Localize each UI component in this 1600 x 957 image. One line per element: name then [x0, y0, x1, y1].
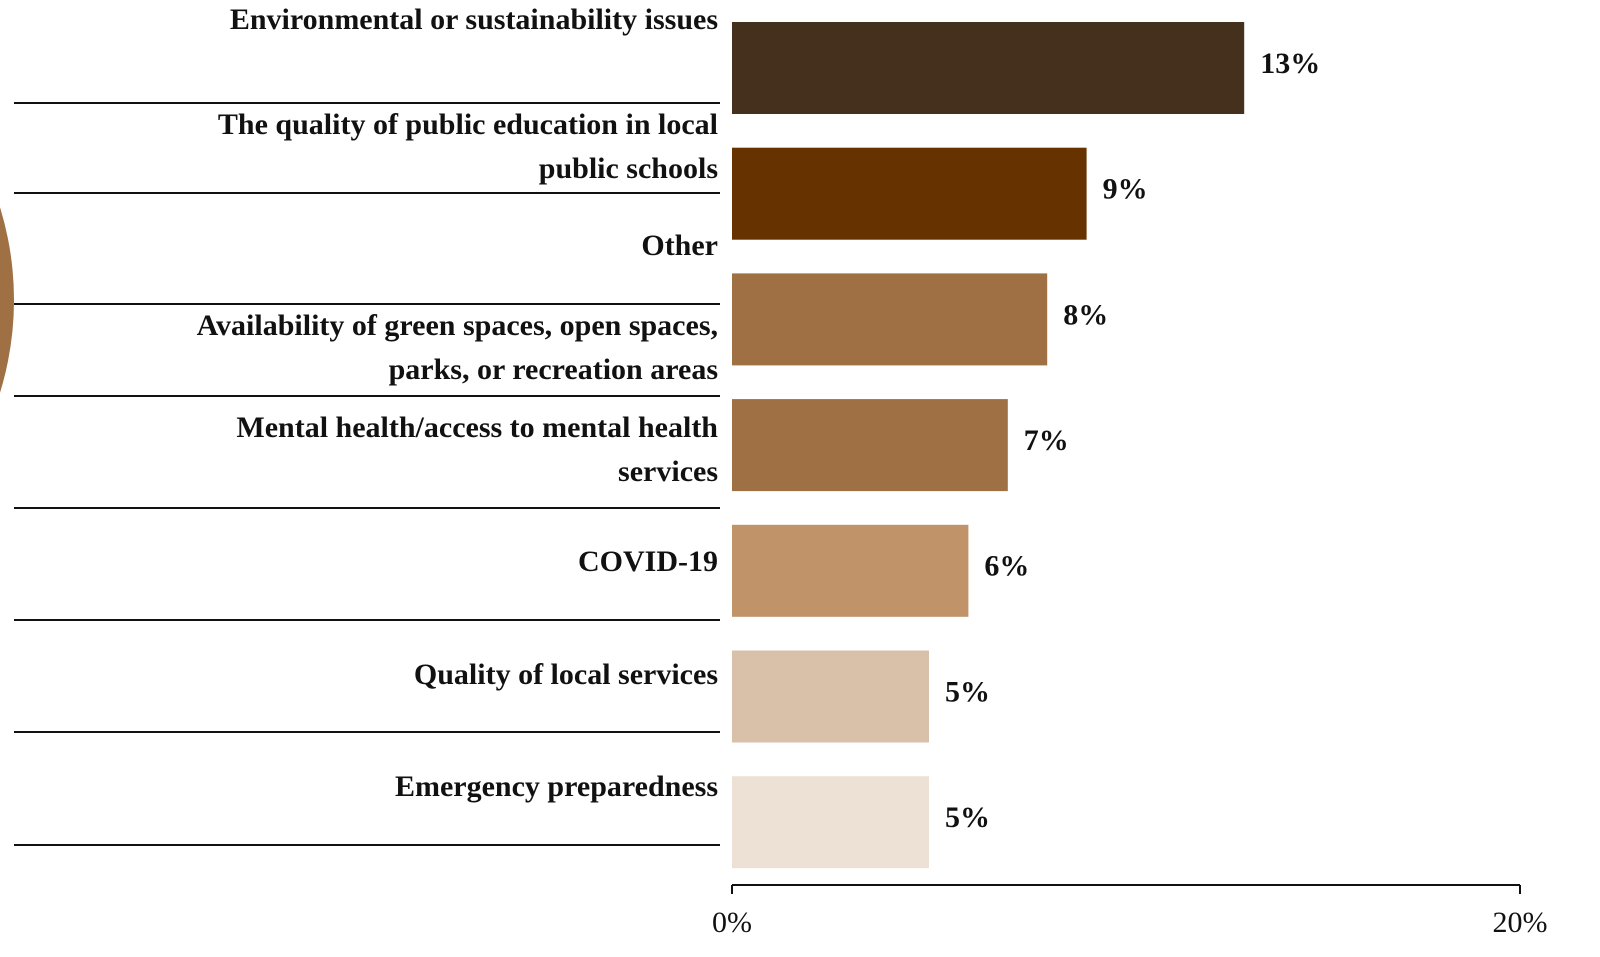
value-label: 9%: [1103, 173, 1148, 206]
x-tick-label: 20%: [1493, 906, 1548, 939]
value-label: 5%: [945, 675, 990, 708]
value-label: 8%: [1063, 298, 1108, 331]
bar: [732, 524, 969, 617]
value-label: 5%: [945, 801, 990, 834]
category-label: Environmental or sustainability issues: [230, 3, 718, 36]
category-label: public schools: [539, 152, 718, 185]
category-label: parks, or recreation areas: [389, 353, 718, 386]
x-tick-label: 0%: [712, 906, 752, 939]
bar: [732, 650, 929, 743]
category-label: The quality of public education in local: [218, 108, 718, 141]
category-label: Availability of green spaces, open space…: [197, 309, 718, 342]
value-label: 7%: [1024, 424, 1069, 457]
value-label: 13%: [1260, 47, 1320, 80]
value-label: 6%: [984, 550, 1029, 583]
category-label: services: [618, 455, 718, 488]
bar: [732, 776, 929, 869]
bar: [732, 22, 1245, 114]
category-label: Emergency preparedness: [395, 770, 718, 803]
bar: [732, 399, 1008, 492]
category-label: Quality of local services: [414, 658, 718, 691]
category-label: COVID-19: [578, 545, 718, 578]
bar: [732, 273, 1048, 366]
bar: [732, 147, 1087, 240]
decor-circle: [0, 207, 14, 393]
category-label: Mental health/access to mental health: [236, 411, 718, 444]
category-label: Other: [641, 229, 718, 262]
